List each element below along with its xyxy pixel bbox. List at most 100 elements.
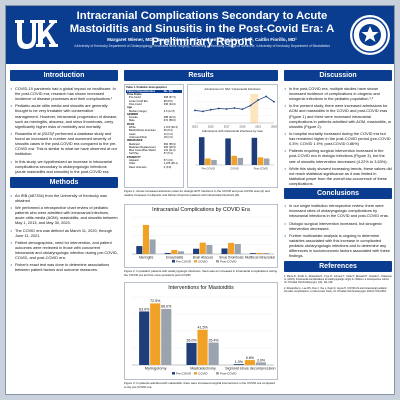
table-row: Self Pay 57 (5.3): [126, 152, 182, 155]
discussion-bullet: Patients requiring surgical intervention…: [284, 148, 392, 163]
table-row: Hispanic 57 (4.9): [126, 159, 182, 162]
table-cell-value: 60 (5.2): [163, 129, 173, 133]
legend-label: Post-COVID: [220, 372, 237, 376]
figure2-caption: Figure 2: In pediatric patients with oto…: [124, 269, 278, 277]
bar-covid: [142, 224, 149, 254]
data-label: 3.0%: [257, 358, 266, 362]
table-cell-label: Self Pay: [129, 152, 139, 156]
admissions-point: [273, 100, 275, 103]
reference-item: 1. Mena R., Smith G., Rosamilia N., Frye…: [284, 274, 393, 285]
figure3-caption: Figure 3: In patients admitted with mast…: [124, 381, 275, 389]
bar-covid: [228, 242, 235, 254]
figure1a-chart: 2013 2015 2017 2019 2021 2023: [192, 93, 277, 129]
admissions-point: [225, 108, 228, 110]
conclusions-bullet: Further multivariate analysis is ongoing…: [284, 233, 392, 258]
figure2-chart: Meningitis Encephalitis Brain Abscess Sinus…: [132, 216, 275, 264]
race-bar-hispanic: [263, 158, 270, 165]
table-row: Unknown/Other 18 (1.5): [126, 136, 182, 139]
race-bar-white: [225, 138, 231, 165]
methods-bullet: The COVID era was defined as March 11, 2…: [10, 228, 118, 238]
bar-post-covid: [149, 239, 156, 254]
legend-label: COVID: [198, 372, 208, 376]
race-bar-black: [257, 157, 264, 165]
table-cell-label: Blue Cross Blue Shield: [129, 149, 156, 153]
table-cell-label: Hispanic: [129, 159, 139, 163]
table-header-row: Patient Characteristics No. (%): [126, 89, 182, 94]
poster: Intracranial Complications Secondary to …: [5, 5, 395, 395]
table-row: Acute Covid Era 98 (8.5): [126, 100, 182, 103]
table-cell-value: 674 (58.0): [163, 119, 176, 123]
demographics-table: Patient Characteristics No. (%) Time Fra…: [126, 89, 182, 169]
bar-covid: [256, 252, 263, 254]
race-bar-hispanic: [237, 157, 244, 165]
figure3-chart: 63.0%72.5%66.0% Myringotomy 26.0% 41.5% 26.4…: [132, 296, 276, 376]
table-group-label: Time Frame: [127, 93, 142, 97]
left-column: Introduction COVID-19 pandemic had a glo…: [10, 70, 118, 275]
table-row: Female 488 (42.0): [126, 116, 182, 119]
table-row: Medicaid 684 (58.9): [126, 143, 182, 146]
table-cell-label: Acute Covid Era: [129, 99, 148, 103]
table-cell-value: 290 (18.5): [163, 145, 176, 149]
bar-pre-covid: [139, 311, 150, 365]
conclusions-bullet: Otologic surgical intervention increased…: [284, 221, 392, 231]
bar-pre-covid: [136, 246, 143, 254]
references-list: 1. Mena R., Smith G., Rosamilia N., Frye…: [284, 275, 392, 293]
legend-label: Post-COVID: [220, 260, 237, 264]
bar-covid: [171, 250, 178, 254]
data-label: 26.4%: [209, 338, 220, 342]
table-header-cell: Patient Characteristics: [126, 89, 163, 94]
methods-list: An IRB (#87334) from the University of K…: [10, 193, 118, 273]
x-tick-label: 2013: [192, 125, 198, 129]
table-cell-value: 2.5 (4-17): [163, 109, 176, 113]
covid-era-band: [250, 94, 259, 123]
bar-post-covid: [263, 252, 270, 254]
discussion-bullet: In the present study, there were increas…: [284, 103, 392, 128]
table-group-row: RACE: [126, 123, 182, 126]
table-cell-label: Medicare Replacement: [129, 145, 156, 149]
table-group-row: ETHNICITY: [126, 156, 182, 159]
data-label: 63.0%: [139, 307, 150, 311]
methods-heading: Methods: [10, 176, 118, 188]
table-row: Black/African American 60 (5.2): [126, 129, 182, 132]
methods-bullet: Fisher's exact test was done to determin…: [10, 262, 118, 272]
table-cell-value: 131 (11.3): [163, 149, 176, 153]
table-group-row: Time Frame: [126, 93, 182, 96]
poster-authors: Margaret Wiener, MD¹, Grace Holmes, BS²,…: [107, 37, 297, 42]
introduction-list: COVID-19 pandemic had a global impact on…: [10, 86, 118, 174]
table-cell-label: Median (range): [129, 109, 147, 113]
table-group-row: INSURANCE: [126, 139, 182, 142]
table-row: Asian 12 (1.0): [126, 133, 182, 136]
table-cell-label: Asian: [129, 132, 136, 136]
poster-title: Intracranial Complications Secondary to …: [69, 10, 335, 48]
bar-post-covid: [208, 342, 219, 365]
table-row: Race Unknown 0 (0.0): [126, 166, 182, 169]
table-cell-value: 0 (0.0): [163, 165, 172, 169]
results-heading: Results: [124, 70, 278, 81]
category-label: Encephalitis: [166, 256, 184, 260]
table-group-row: GENDER: [126, 113, 182, 116]
figure2-title: Intracranial Complications by COVID Era: [152, 207, 250, 213]
bar-post-covid: [234, 243, 241, 254]
legend-swatch: [216, 372, 219, 375]
legend-label: Pre-COVID: [176, 372, 192, 376]
category-label: Pre-COVID: [202, 167, 215, 171]
table-cell-value: 57 (5.3): [163, 152, 173, 156]
references-heading: References: [284, 260, 392, 272]
category-label: COVID: [230, 167, 238, 171]
category-label: Sigmoid sinus decompression: [225, 367, 275, 371]
table-row: Male 674 (58.0): [126, 119, 182, 122]
bar-covid: [197, 329, 208, 365]
figure1-title: Admissions for OM / Intracranial Infecti…: [204, 87, 261, 91]
college-seal-icon: [350, 15, 390, 55]
admissions-line: [194, 95, 275, 112]
legend-swatch: [216, 260, 219, 263]
table-group-label: GENDER: [127, 112, 139, 116]
category-label: Meningitis: [139, 256, 154, 260]
table-group-label: Age: [127, 106, 132, 110]
legend-label: Pre-COVID: [176, 260, 192, 264]
category-label: Myringotomy: [145, 367, 167, 371]
data-label: 1.0%: [235, 360, 244, 364]
intro-bullet: COVID-19 pandemic had a global impact on…: [10, 86, 118, 101]
table-cell-label: Race Unknown: [129, 165, 147, 169]
admissions-point: [257, 99, 260, 101]
